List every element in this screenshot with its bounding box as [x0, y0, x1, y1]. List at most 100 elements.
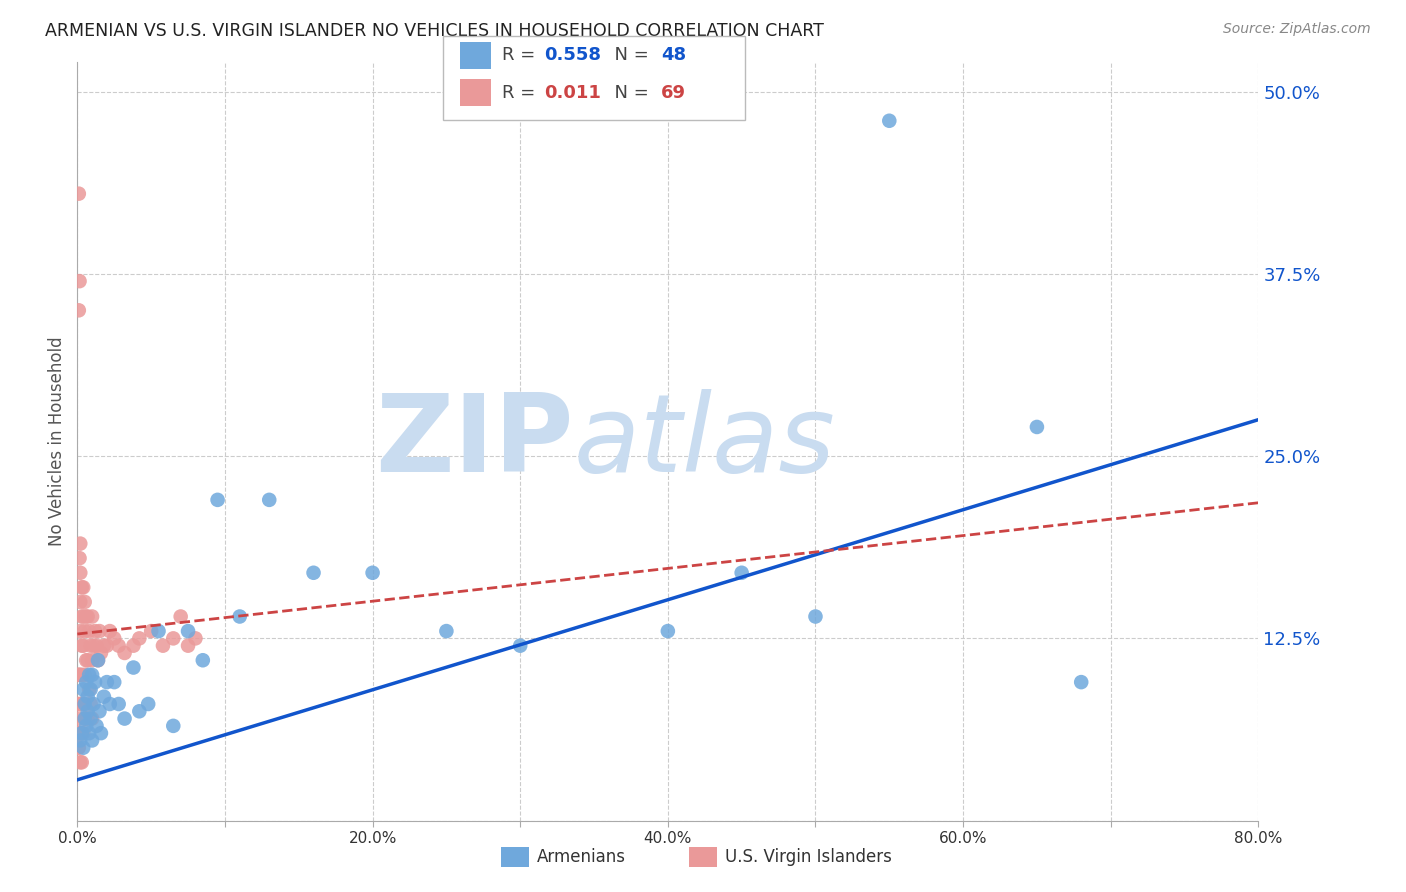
- Point: [79, 697, 101, 711]
- Point: [69, 668, 91, 682]
- Point: [72, 609, 94, 624]
- Point: [70, 726, 93, 740]
- Point: [86, 719, 108, 733]
- Point: [69, 536, 91, 550]
- Point: [75, 719, 97, 733]
- Point: [879, 113, 901, 128]
- Point: [72, 580, 94, 594]
- Point: [79, 682, 101, 697]
- Point: [141, 624, 163, 639]
- Point: [72, 682, 94, 697]
- Point: [69, 726, 91, 740]
- Point: [162, 719, 184, 733]
- Point: [67, 726, 90, 740]
- Text: Source: ZipAtlas.com: Source: ZipAtlas.com: [1223, 22, 1371, 37]
- Point: [1070, 675, 1092, 690]
- Point: [67, 740, 90, 755]
- Point: [69, 733, 91, 747]
- Point: [76, 704, 98, 718]
- Point: [76, 653, 98, 667]
- Point: [67, 697, 90, 711]
- Point: [76, 690, 98, 704]
- Point: [657, 624, 679, 639]
- Point: [77, 624, 100, 639]
- Point: [90, 726, 112, 740]
- Point: [103, 632, 125, 646]
- Point: [83, 639, 105, 653]
- Text: R =: R =: [502, 84, 541, 102]
- Point: [731, 566, 754, 580]
- Point: [67, 668, 90, 682]
- Point: [128, 632, 150, 646]
- Y-axis label: No Vehicles in Household: No Vehicles in Household: [48, 336, 66, 547]
- Point: [69, 551, 91, 566]
- Point: [70, 580, 93, 594]
- Point: [72, 639, 94, 653]
- Point: [170, 609, 193, 624]
- Point: [72, 726, 94, 740]
- Point: [79, 639, 101, 653]
- Point: [148, 624, 170, 639]
- Point: [72, 740, 94, 755]
- Point: [122, 660, 145, 674]
- Text: U.S. Virgin Islanders: U.S. Virgin Islanders: [725, 848, 893, 866]
- Point: [436, 624, 458, 639]
- Text: ZIP: ZIP: [375, 389, 574, 494]
- Point: [75, 653, 97, 667]
- Point: [69, 595, 91, 609]
- Point: [302, 566, 325, 580]
- Point: [98, 697, 121, 711]
- Point: [77, 682, 100, 697]
- Point: [75, 675, 97, 690]
- Point: [70, 668, 93, 682]
- Point: [107, 639, 129, 653]
- Point: [67, 726, 90, 740]
- Point: [82, 733, 104, 747]
- Point: [82, 712, 104, 726]
- Point: [70, 609, 93, 624]
- Text: atlas: atlas: [574, 389, 835, 494]
- Point: [207, 492, 229, 507]
- Point: [84, 675, 107, 690]
- Point: [77, 726, 100, 740]
- Point: [69, 566, 91, 580]
- Point: [84, 624, 107, 639]
- Point: [177, 639, 200, 653]
- Text: 69: 69: [661, 84, 686, 102]
- Point: [114, 712, 136, 726]
- Point: [76, 712, 98, 726]
- Point: [69, 624, 91, 639]
- Point: [75, 609, 97, 624]
- Point: [114, 646, 136, 660]
- Point: [73, 712, 96, 726]
- Point: [67, 303, 90, 318]
- Point: [82, 668, 104, 682]
- Text: N =: N =: [603, 84, 655, 102]
- Point: [86, 639, 108, 653]
- Point: [1026, 420, 1049, 434]
- Text: R =: R =: [502, 46, 541, 64]
- Point: [73, 712, 96, 726]
- Point: [73, 668, 96, 682]
- Point: [87, 653, 110, 667]
- Point: [98, 624, 121, 639]
- Point: [70, 756, 93, 770]
- Point: [87, 653, 110, 667]
- Point: [67, 186, 90, 201]
- Point: [70, 639, 93, 653]
- Point: [162, 632, 184, 646]
- Point: [361, 566, 384, 580]
- Point: [89, 704, 111, 718]
- Point: [509, 639, 531, 653]
- Point: [75, 712, 97, 726]
- Point: [103, 675, 125, 690]
- Point: [184, 632, 207, 646]
- Point: [128, 704, 150, 718]
- Point: [93, 690, 115, 704]
- Text: 0.558: 0.558: [544, 46, 602, 64]
- Point: [67, 712, 90, 726]
- Point: [804, 609, 827, 624]
- Text: 48: 48: [661, 46, 686, 64]
- Point: [70, 726, 93, 740]
- Point: [82, 653, 104, 667]
